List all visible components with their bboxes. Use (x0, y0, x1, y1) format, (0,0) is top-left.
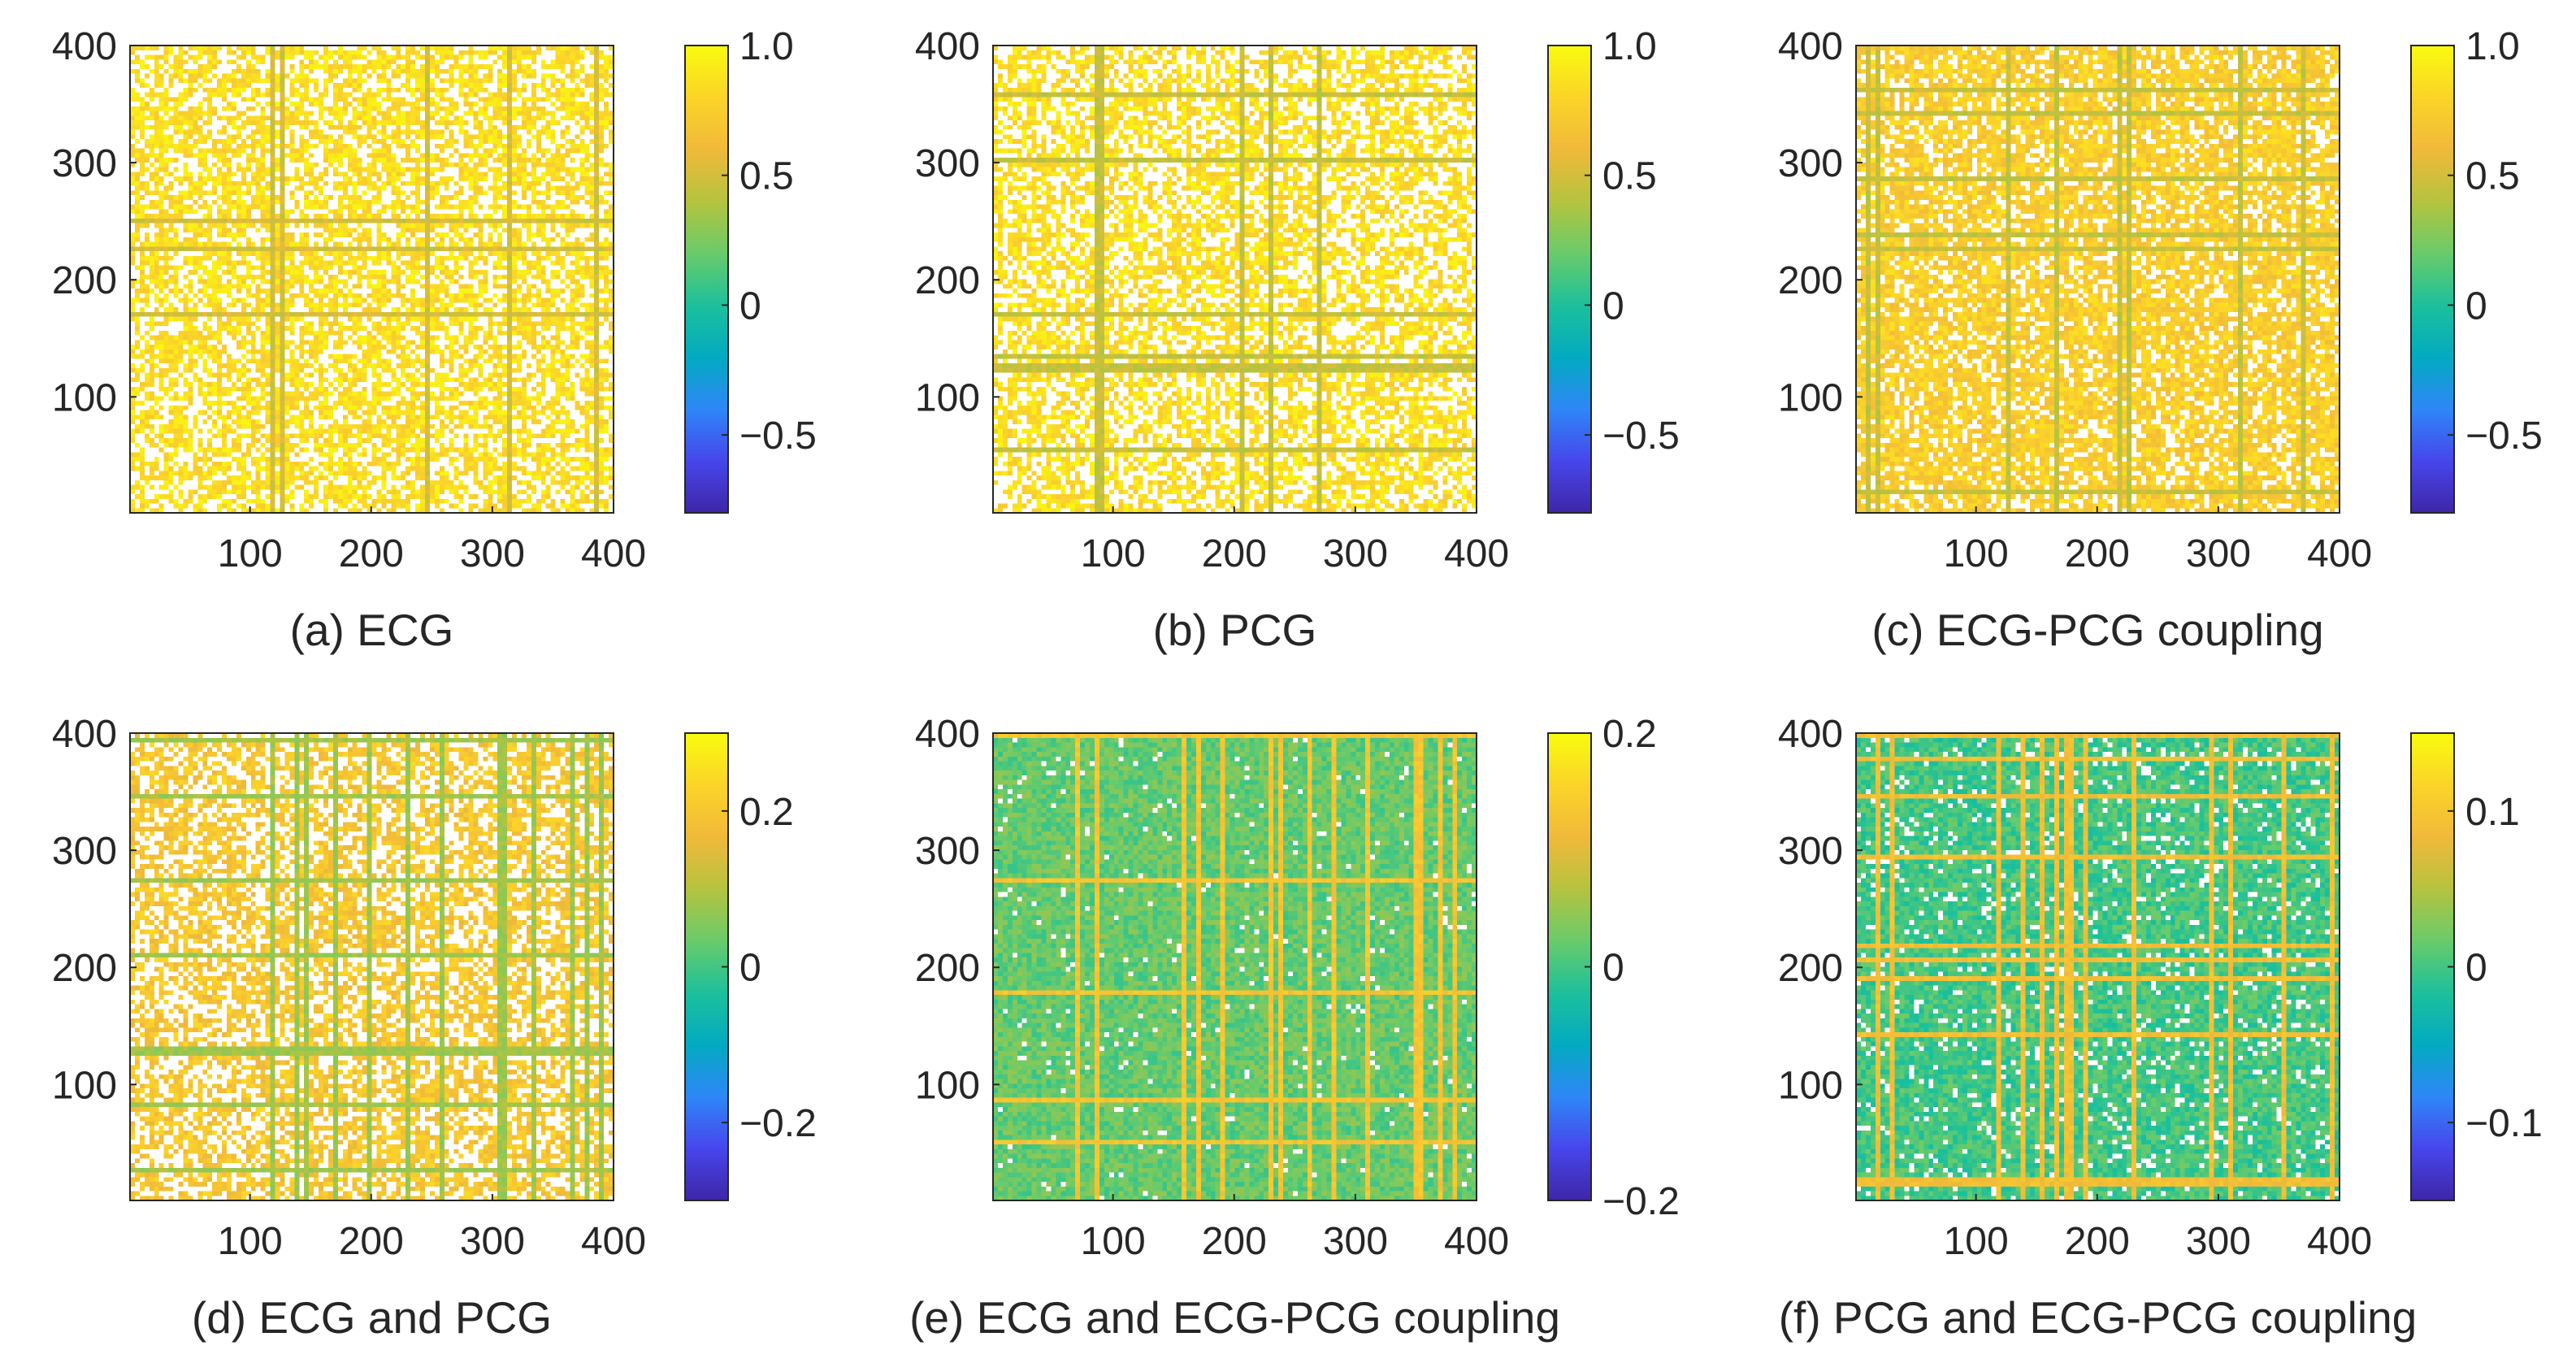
subplot-c: 100 200 300 400 100 200 300 400 (c) ECG-PCG coup… (1778, 25, 2543, 655)
subplot-caption: (a) ECG (290, 605, 454, 655)
x-tick-label: 200 (1202, 1220, 1267, 1263)
colorbar (1547, 732, 1592, 1201)
colorbar-tick-label: −0.5 (1602, 415, 1680, 458)
x-tick-label: 400 (2307, 532, 2372, 575)
x-tick-label: 100 (1081, 532, 1146, 575)
y-tick-label: 100 (1778, 376, 1843, 419)
y-tick-label: 300 (52, 830, 117, 873)
colorbar-tick-label: 1.0 (739, 25, 794, 68)
x-tick-label: 400 (1444, 1220, 1509, 1263)
x-tick-label: 100 (1944, 1220, 2009, 1263)
y-tick-label: 200 (915, 259, 980, 302)
subplot-caption: (b) PCG (1153, 605, 1317, 655)
y-tick-label: 400 (1778, 713, 1843, 756)
colorbar-tick-label: 0 (739, 284, 761, 328)
colorbar-tick-label: 0.5 (2465, 155, 2520, 198)
y-tick-label: 300 (1778, 142, 1843, 185)
colorbar-tick-label: 0.2 (739, 791, 794, 834)
y-tick-label: 400 (52, 713, 117, 756)
colorbar-tick-label: −0.5 (2465, 415, 2543, 458)
y-tick-label: 100 (1778, 1064, 1843, 1107)
x-tick-label: 100 (218, 532, 283, 575)
x-tick-label: 100 (1944, 532, 2009, 575)
y-tick-label: 100 (915, 1064, 980, 1107)
heatmap-image (130, 733, 614, 1200)
subplot-d: 100 200 300 400 100 200 300 400 (d) ECG and PCG 0… (52, 713, 817, 1343)
subplot-a: 100 200 300 400 100 200 300 400 (a) ECG 1.0 0.5 0 −0… (52, 25, 817, 655)
y-tick-label: 100 (915, 376, 980, 419)
colorbar-tick-label: 0 (739, 947, 761, 990)
colorbar-tick-label: 0 (1602, 284, 1624, 328)
x-tick-label: 200 (339, 1220, 404, 1263)
colorbar (1547, 45, 1592, 514)
colorbar-tick-label: 0.5 (739, 155, 794, 198)
colorbar-tick-label: −0.2 (739, 1102, 817, 1145)
colorbar (2410, 45, 2455, 514)
x-tick-label: 300 (460, 532, 525, 575)
colorbar-tick-label: 1.0 (1602, 25, 1657, 68)
subplot-caption: (f) PCG and ECG-PCG coupling (1779, 1292, 2418, 1343)
y-tick-label: 200 (52, 259, 117, 302)
y-tick-label: 400 (1778, 25, 1843, 68)
x-tick-label: 400 (581, 532, 646, 575)
x-tick-label: 300 (460, 1220, 525, 1263)
y-tick-label: 400 (915, 713, 980, 756)
colorbar (684, 732, 729, 1201)
x-tick-label: 400 (2307, 1220, 2372, 1263)
y-tick-label: 200 (915, 947, 980, 990)
colorbar-tick-label: 0 (1602, 947, 1624, 990)
x-tick-label: 200 (2065, 532, 2130, 575)
colorbar-tick-label: −0.5 (739, 415, 817, 458)
colorbar-tick-label: 0.2 (1602, 713, 1657, 756)
subplot-b: 100 200 300 400 100 200 300 400 (b) PCG 1.0 0.5 0 −0… (915, 25, 1680, 655)
colorbar-tick-label: 0.5 (1602, 155, 1657, 198)
y-tick-label: 300 (52, 142, 117, 185)
y-tick-label: 300 (1778, 830, 1843, 873)
y-tick-label: 400 (52, 25, 117, 68)
colorbar-tick-label: −0.2 (1602, 1180, 1680, 1223)
subplot-caption: (d) ECG and PCG (192, 1292, 552, 1343)
x-tick-label: 300 (1323, 1220, 1388, 1263)
colorbar-tick-label: 1.0 (2465, 25, 2520, 68)
y-tick-label: 300 (915, 142, 980, 185)
heatmap-image (1856, 733, 2340, 1200)
subplot-caption: (e) ECG and ECG-PCG coupling (909, 1292, 1560, 1343)
heatmap-image (130, 46, 614, 513)
y-tick-label: 300 (915, 830, 980, 873)
x-tick-label: 200 (2065, 1220, 2130, 1263)
x-tick-label: 100 (218, 1220, 283, 1263)
y-tick-label: 100 (52, 1064, 117, 1107)
heatmap-image (1856, 46, 2340, 513)
colorbar-tick-label: 0.1 (2465, 791, 2520, 834)
colorbar-tick-label: 0 (2465, 947, 2487, 990)
y-tick-label: 100 (52, 376, 117, 419)
y-tick-label: 200 (1778, 947, 1843, 990)
x-tick-label: 200 (1202, 532, 1267, 575)
x-tick-label: 300 (2186, 1220, 2251, 1263)
x-tick-label: 200 (339, 532, 404, 575)
y-tick-label: 200 (1778, 259, 1843, 302)
heatmap-image (993, 46, 1477, 513)
x-tick-label: 300 (2186, 532, 2251, 575)
subplot-f: 100 200 300 400 100 200 300 400 (f) PCG and ECG-… (1778, 713, 2543, 1343)
x-tick-label: 100 (1081, 1220, 1146, 1263)
colorbar (684, 45, 729, 514)
y-tick-label: 200 (52, 947, 117, 990)
colorbar-tick-label: −0.1 (2465, 1102, 2543, 1145)
subplot-caption: (c) ECG-PCG coupling (1871, 605, 2323, 655)
subplot-e: 100 200 300 400 100 200 300 400 (e) ECG and ECG-… (909, 713, 1680, 1343)
heatmap-image (993, 733, 1477, 1200)
x-tick-label: 400 (1444, 532, 1509, 575)
x-tick-label: 300 (1323, 532, 1388, 575)
y-tick-label: 400 (915, 25, 980, 68)
x-tick-label: 400 (581, 1220, 646, 1263)
colorbar-tick-label: 0 (2465, 284, 2487, 328)
colorbar (2410, 732, 2455, 1201)
